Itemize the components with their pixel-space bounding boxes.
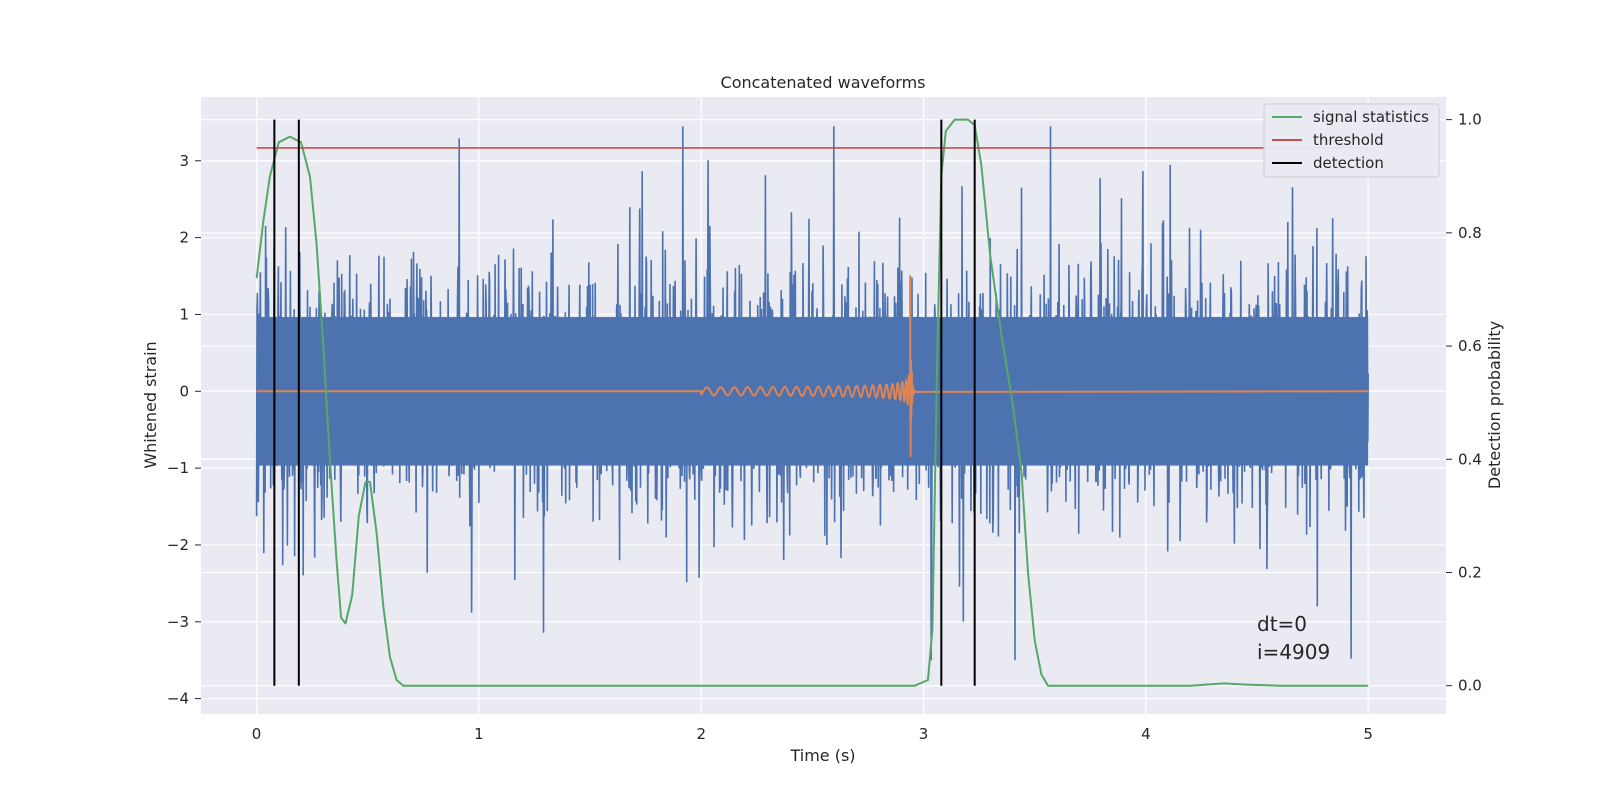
x-tick-label: 5 [1363, 725, 1373, 743]
annotation-i: i=4909 [1257, 640, 1330, 664]
annotation-dt: dt=0 [1257, 612, 1307, 636]
x-tick-label: 1 [474, 725, 484, 743]
y-left-tick-label: 0 [179, 382, 189, 400]
legend-label-threshold: threshold [1313, 131, 1384, 149]
y-left-tick-label: −4 [167, 690, 189, 708]
y-axis-right-label: Detection probability [1485, 321, 1504, 489]
y-right-tick-label: 0.4 [1458, 450, 1482, 468]
chirp-series-group [256, 275, 1369, 458]
y-right-tick-label: 0.8 [1458, 224, 1482, 242]
x-tick-label: 3 [919, 725, 929, 743]
x-tick-label: 4 [1141, 725, 1151, 743]
x-tick-label: 2 [696, 725, 706, 743]
y-left-tick-label: −2 [167, 536, 189, 554]
legend: signal statistics threshold detection [1263, 103, 1440, 178]
legend-label-signal-statistics: signal statistics [1313, 108, 1429, 126]
y-left-tick-label: 2 [179, 229, 189, 247]
y-left-tick-label: −3 [167, 613, 189, 631]
legend-box [1263, 103, 1440, 178]
probability-series-group [255, 118, 1369, 687]
signal-statistics-line [255, 118, 1369, 687]
chirp-waveform-line [256, 275, 1369, 458]
y-axis-left-label: Whitened strain [141, 341, 160, 468]
chart-title: Concatenated waveforms [721, 73, 926, 92]
axis-ticks: 0 1 2 3 4 5 −4 −3 −2 −1 0 1 2 3 0.0 0.2 0.4 0.6 0.8 1.0 [167, 111, 1482, 743]
y-left-tick-label: 3 [179, 152, 189, 170]
y-left-tick-label: 1 [179, 305, 189, 323]
y-right-tick-label: 1.0 [1458, 111, 1482, 129]
legend-label-detection: detection [1313, 154, 1384, 172]
x-axis-label: Time (s) [789, 746, 855, 765]
x-tick-label: 0 [252, 725, 262, 743]
y-right-tick-label: 0.0 [1458, 677, 1482, 695]
y-right-tick-label: 0.6 [1458, 337, 1482, 355]
y-right-tick-label: 0.2 [1458, 563, 1482, 581]
y-left-tick-label: −1 [167, 459, 189, 477]
